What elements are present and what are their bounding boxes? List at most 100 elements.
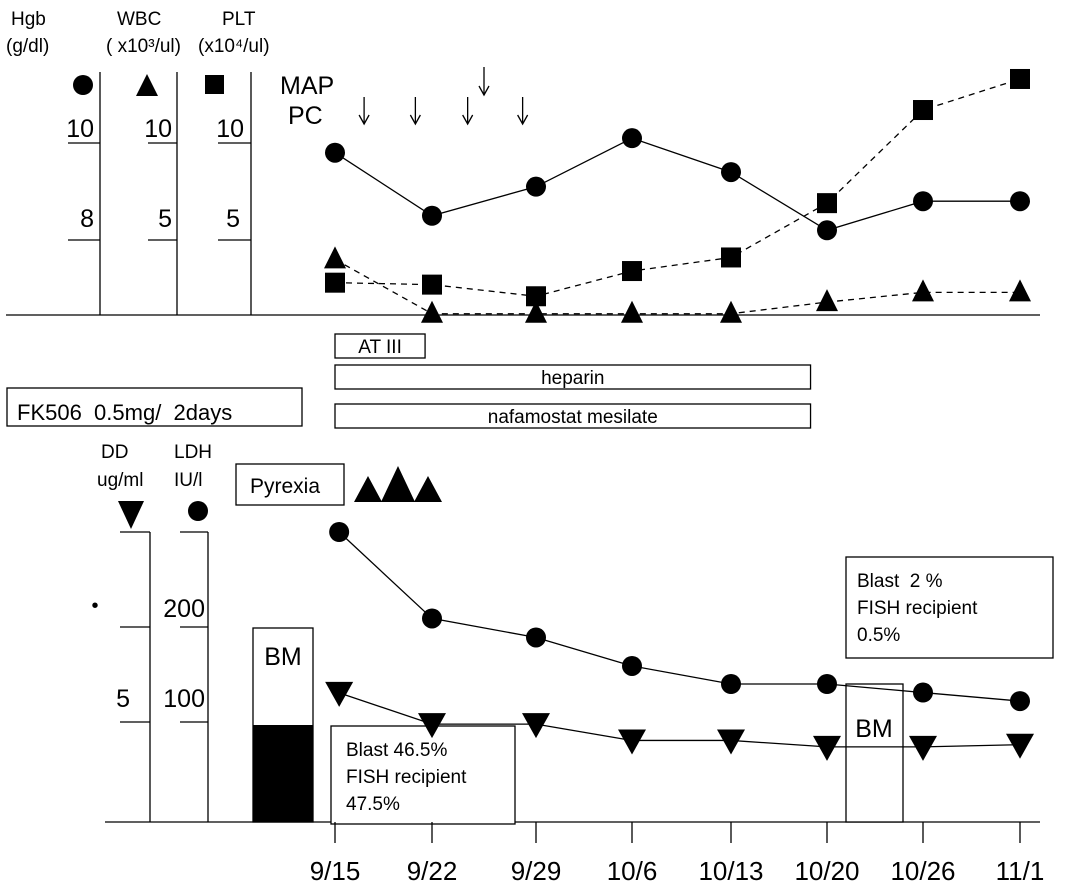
plt-point-10-26	[913, 100, 933, 121]
pyrexia-triangle-3	[414, 476, 442, 502]
bottom-series	[325, 522, 1034, 761]
hgb-axis-title: Hgb	[11, 9, 46, 30]
ldh-legend-circle	[188, 501, 208, 521]
hgb-point-11-1	[1010, 191, 1030, 212]
plt-point-9-15	[325, 272, 345, 293]
x-tick-label-5: 10/13	[698, 856, 763, 884]
ldh-point-6	[817, 674, 837, 694]
plt-axis-unit: (x10⁴/ul)	[198, 36, 270, 57]
hgb-line	[334, 137, 1020, 232]
bm-bar-fill	[253, 725, 313, 822]
dd-point-1	[325, 681, 354, 707]
transfusion-arrows	[358, 67, 529, 126]
dd-line	[338, 692, 1021, 748]
hgb-point-10-6	[622, 128, 642, 149]
wbc-point-9-15	[324, 246, 346, 269]
ldh-point-7	[913, 682, 933, 703]
blast-late-line3: 0.5%	[857, 625, 900, 646]
bottom-tick-labels: • 5 200 100	[91, 595, 205, 713]
x-tick-label-7: 10/26	[890, 856, 955, 884]
hgb-axis-unit: (g/dl)	[6, 36, 49, 57]
dd-axis-unit: ug/ml	[97, 470, 143, 491]
bm-late-label: BM	[855, 715, 893, 743]
map-label: MAP	[280, 72, 334, 100]
blast-early-box	[330, 725, 516, 825]
hgb-point-9-29	[526, 176, 546, 197]
fk506-label: FK506 0.5mg/ 2days	[17, 400, 232, 425]
pc-arrowhead-2	[409, 114, 421, 126]
wbc-legend-triangle	[136, 74, 158, 96]
dd-point-8	[1006, 733, 1034, 759]
wbc-point-10-20	[816, 289, 838, 312]
bm-bar-label: BM	[264, 643, 302, 671]
pc-arrowhead-1	[358, 114, 370, 126]
wbc-point-11-1	[1009, 279, 1031, 302]
hgb-point-9-22	[422, 205, 442, 226]
plt-point-9-29	[526, 286, 546, 307]
ldh-point-8	[1010, 691, 1030, 712]
pyrexia-box	[235, 463, 345, 506]
plt-point-10-6	[622, 261, 642, 282]
blast-early-line2: FISH recipient	[346, 767, 467, 788]
ldh-point-3	[526, 627, 546, 648]
blast-late-box	[845, 556, 1054, 659]
ldh-point-5	[721, 674, 741, 694]
top-series	[324, 68, 1031, 323]
hgb-tick-label-10: 10	[66, 115, 94, 143]
bottom-axis-headers: DD ug/ml LDH IU/l	[97, 442, 212, 529]
wbc-point-10-26	[912, 279, 934, 302]
ldh-line	[338, 531, 1021, 702]
pc-arrowhead-4	[517, 114, 529, 126]
x-tick-label-2: 9/22	[407, 856, 458, 884]
blast-early-line1: Blast 46.5%	[346, 740, 447, 761]
heparin-label: heparin	[541, 368, 604, 389]
plt-point-11-1	[1010, 68, 1030, 89]
blast-late-line2: FISH recipient	[857, 598, 978, 619]
treatment-bars: AT III heparin nafamostat mesilate	[334, 333, 812, 429]
pyrexia-label: Pyrexia	[250, 475, 320, 498]
dd-tick-dot: •	[91, 595, 98, 617]
ldh-axis-title: LDH	[174, 442, 212, 463]
dd-axis-title: DD	[101, 442, 128, 463]
ldh-tick-label-100: 100	[163, 685, 205, 713]
pyrexia-triangle-1	[354, 476, 382, 502]
x-tick-label-4: 10/6	[607, 856, 658, 884]
dd-point-4	[618, 729, 646, 755]
dd-point-6	[813, 735, 841, 761]
ldh-tick-label-200: 200	[163, 595, 205, 623]
wbc-point-10-13	[720, 300, 742, 323]
x-tick-label-1: 9/15	[310, 856, 361, 884]
bm-late-box	[845, 683, 904, 823]
x-tick-label-8: 11/1	[996, 856, 1045, 884]
pc-label: PC	[288, 102, 323, 130]
blast-early-line3: 47.5%	[346, 794, 400, 815]
at-iii-bar	[334, 333, 426, 359]
dd-tick-label-5: 5	[116, 685, 130, 713]
x-tick-label-6: 10/20	[794, 856, 859, 884]
ldh-point-4	[622, 655, 642, 676]
hgb-legend-circle	[73, 75, 93, 95]
blast-late-line1: Blast 2 %	[857, 571, 943, 592]
ldh-point-2	[422, 608, 442, 629]
plt-tick-label-5: 5	[226, 205, 240, 233]
hgb-tick-label-8: 8	[80, 205, 94, 233]
dd-point-5	[717, 729, 745, 755]
at-iii-label: AT III	[358, 337, 402, 358]
fk506-box	[6, 387, 303, 427]
dd-point-7	[909, 735, 937, 761]
wbc-tick-label-5: 5	[158, 205, 172, 233]
heparin-bar	[334, 364, 812, 390]
plt-axis-title: PLT	[222, 9, 256, 30]
wbc-point-10-6	[621, 300, 643, 323]
hgb-point-10-26	[913, 191, 933, 212]
ldh-point-1	[329, 522, 350, 542]
plt-point-9-22	[422, 274, 442, 295]
plt-legend-square	[205, 75, 224, 94]
plt-point-10-13	[721, 247, 741, 268]
x-tick-label-3: 9/29	[511, 856, 562, 884]
wbc-point-9-22	[421, 300, 443, 323]
wbc-point-9-29	[525, 300, 547, 323]
wbc-tick-label-10: 10	[144, 115, 172, 143]
top-tick-labels: 10 8 10 5 10 5	[66, 115, 244, 233]
